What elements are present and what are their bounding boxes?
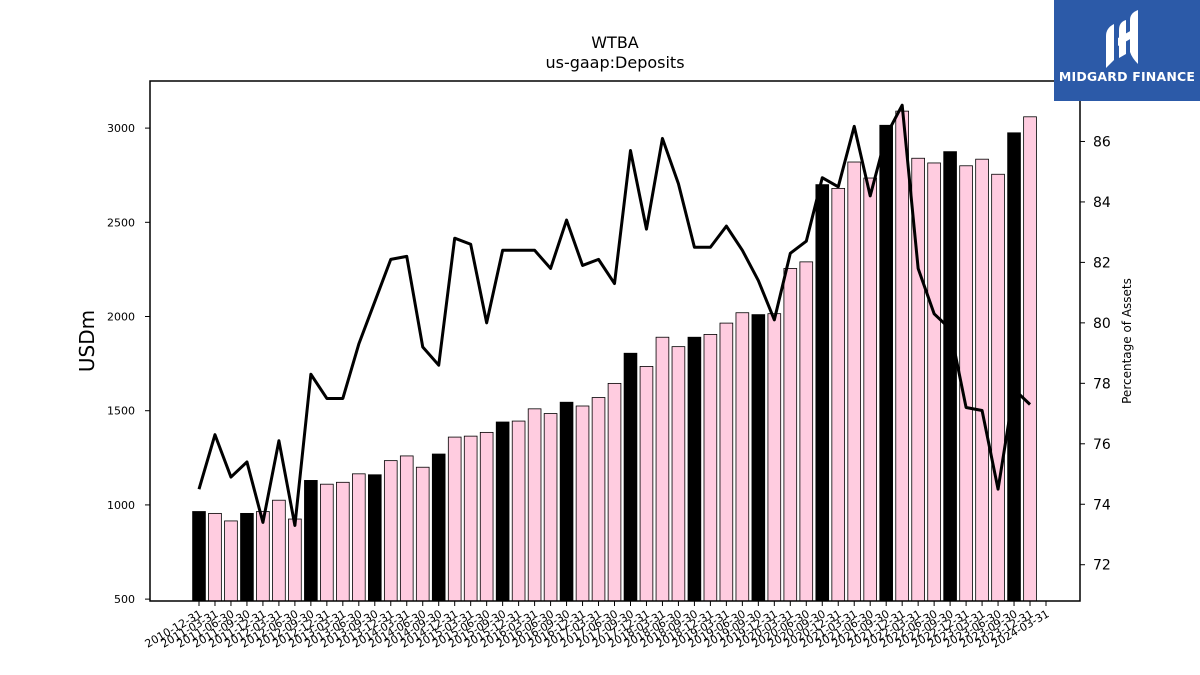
y-tick-label: 3000 — [107, 122, 135, 135]
bar — [543, 413, 558, 602]
bar — [719, 322, 734, 602]
bar — [1007, 132, 1021, 602]
bar — [991, 173, 1005, 602]
bar — [304, 480, 318, 602]
y-tick-label: 500 — [114, 593, 135, 606]
y2-tick-label: 80 — [1093, 316, 1111, 332]
bar — [815, 184, 830, 602]
bar — [607, 382, 622, 602]
bar — [399, 455, 414, 602]
y2-tick-label: 72 — [1093, 558, 1111, 574]
bar — [767, 313, 782, 602]
bar — [559, 401, 574, 602]
bar — [288, 518, 302, 602]
y2-tick-label: 74 — [1093, 497, 1111, 513]
bar — [751, 314, 766, 602]
bar — [320, 483, 334, 602]
y-tick-label: 2500 — [107, 216, 135, 229]
y2-tick-label: 76 — [1093, 437, 1111, 453]
bar — [463, 435, 478, 602]
bar — [639, 366, 654, 602]
bar — [192, 511, 206, 602]
bar — [847, 161, 862, 602]
y-tick-label: 1500 — [107, 405, 135, 418]
bar — [495, 421, 510, 602]
bar — [352, 473, 366, 602]
y2-tick-label: 84 — [1093, 195, 1111, 211]
bar — [383, 460, 398, 602]
bar — [799, 261, 814, 602]
bar — [863, 177, 878, 602]
chart-subtitle: us-gaap:Deposits — [545, 53, 684, 72]
bar — [511, 420, 526, 602]
bar — [975, 158, 989, 602]
bar — [575, 405, 590, 602]
bar — [943, 151, 957, 602]
percentage-line — [197, 103, 1032, 527]
bar — [224, 520, 238, 602]
bar — [671, 346, 686, 602]
bar — [831, 187, 846, 602]
bar — [527, 408, 542, 602]
bar — [367, 474, 382, 602]
logo-text: MIDGARD FINANCE — [1058, 69, 1196, 84]
bar — [783, 268, 798, 602]
bar — [415, 466, 430, 602]
y2-tick-label: 78 — [1093, 376, 1111, 392]
bar — [240, 512, 254, 602]
percentage-line-group — [197, 103, 1032, 527]
bar — [336, 481, 350, 602]
bar — [623, 352, 638, 602]
bar — [655, 336, 670, 602]
bar — [591, 397, 606, 602]
logo-mark-icon — [1106, 10, 1138, 68]
y2-tick-label: 82 — [1093, 255, 1111, 271]
bar — [687, 336, 702, 602]
chart-title: WTBA — [591, 33, 639, 52]
bar — [927, 162, 941, 602]
bar — [431, 453, 446, 602]
bar — [735, 312, 750, 602]
bar — [703, 334, 718, 602]
y-axis-label: USDm — [75, 310, 99, 372]
y-tick-label: 2000 — [107, 311, 135, 324]
bar — [272, 499, 286, 602]
bar — [879, 124, 893, 602]
y-tick-label: 1000 — [107, 499, 135, 512]
y2-axis-label: Percentage of Assets — [1120, 278, 1134, 404]
bar — [256, 511, 270, 602]
bar — [208, 512, 222, 602]
bar — [479, 431, 494, 602]
bar — [447, 436, 462, 602]
y2-tick-label: 86 — [1093, 134, 1111, 150]
axes-group: 5001000150020002500300072747678808284862… — [107, 80, 1111, 651]
bar — [895, 110, 909, 602]
logo: MIDGARD FINANCE — [1054, 0, 1200, 101]
bar — [1023, 116, 1037, 602]
